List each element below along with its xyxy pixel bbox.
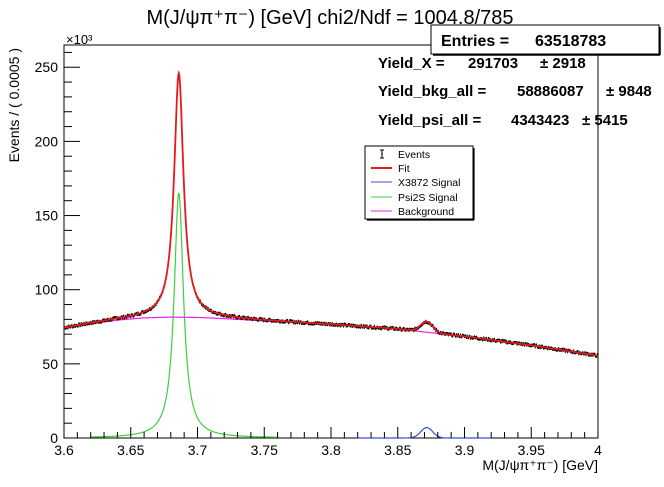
y-axis: 0 50 100 150 200 250 <box>35 51 80 446</box>
stats-box <box>430 24 660 55</box>
legend-label-fit: Fit <box>398 163 410 175</box>
psi2s-signal-curve <box>90 192 278 438</box>
x-tick-label: 3.6 <box>54 442 74 458</box>
y-tick-label: 150 <box>35 208 59 224</box>
x-tick-label: 3.7 <box>188 442 208 458</box>
y-multiplier: ×10³ <box>66 32 93 47</box>
x-tick-label: 4 <box>594 442 602 458</box>
y-tick-label: 0 <box>50 430 58 446</box>
stats-row-label: Yield_psi_all = <box>378 112 481 129</box>
curves-layer <box>63 69 599 439</box>
x-axis-label: M(J/ψπ⁺π⁻) [GeV] <box>482 457 598 473</box>
x-tick-label: 3.95 <box>518 442 545 458</box>
legend-label-psi2s: Psi2S Signal <box>398 192 458 204</box>
y-tick-label: 250 <box>35 59 59 75</box>
legend-events-marker <box>380 149 384 159</box>
stats-row-label: Yield_bkg_all = <box>378 83 486 100</box>
stats-row-error: ± 2918 <box>540 55 586 72</box>
x-tick-label: 3.85 <box>384 442 411 458</box>
stats-row-error: ± 5415 <box>582 112 628 129</box>
x-tick-label: 3.65 <box>117 442 144 458</box>
stats-row-value: 291703 <box>468 55 518 72</box>
stats-row-value: 4343423 <box>511 112 569 129</box>
stats-entries-value: 63518783 <box>535 33 606 50</box>
x-tick-label: 3.8 <box>321 442 341 458</box>
plot-frame <box>63 44 599 439</box>
legend-label-events: Events <box>398 149 430 161</box>
x-tick-label: 3.9 <box>455 442 475 458</box>
stats-row-error: ± 9848 <box>606 83 652 100</box>
x-axis: 3.6 3.65 3.7 3.75 3.8 3.85 3.9 3.95 4 <box>54 427 602 458</box>
x-tick-label: 3.75 <box>251 442 278 458</box>
stats-row-value: 58886087 <box>517 83 584 100</box>
background-curve <box>63 316 599 357</box>
y-tick-label: 100 <box>35 282 59 298</box>
x3872-signal-curve <box>357 427 492 439</box>
legend-label-background: Background <box>398 206 454 218</box>
stats-row-label: Yield_X = <box>378 55 445 72</box>
legend-label-x3872: X3872 Signal <box>398 177 460 189</box>
y-axis-label: Events / ( 0.0005 ) <box>6 48 22 162</box>
y-tick-label: 50 <box>42 356 58 372</box>
legend: Events Fit X3872 Signal Psi2S Signal Bac… <box>364 145 475 221</box>
chart-title: M(J/ψπ⁺π⁻) [GeV] chi2/Ndf = 1004.8/785 <box>146 7 513 29</box>
fit-curve <box>63 69 599 357</box>
stats-entries-label: Entries = <box>441 33 509 50</box>
y-tick-label: 200 <box>35 133 59 149</box>
